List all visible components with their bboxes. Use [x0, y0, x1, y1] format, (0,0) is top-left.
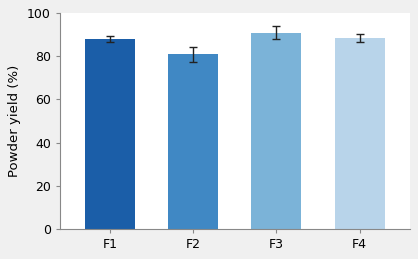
Bar: [335, 38, 385, 229]
Bar: [251, 33, 301, 229]
Y-axis label: Powder yield (%): Powder yield (%): [8, 65, 21, 177]
Bar: [168, 54, 218, 229]
Bar: [85, 39, 135, 229]
